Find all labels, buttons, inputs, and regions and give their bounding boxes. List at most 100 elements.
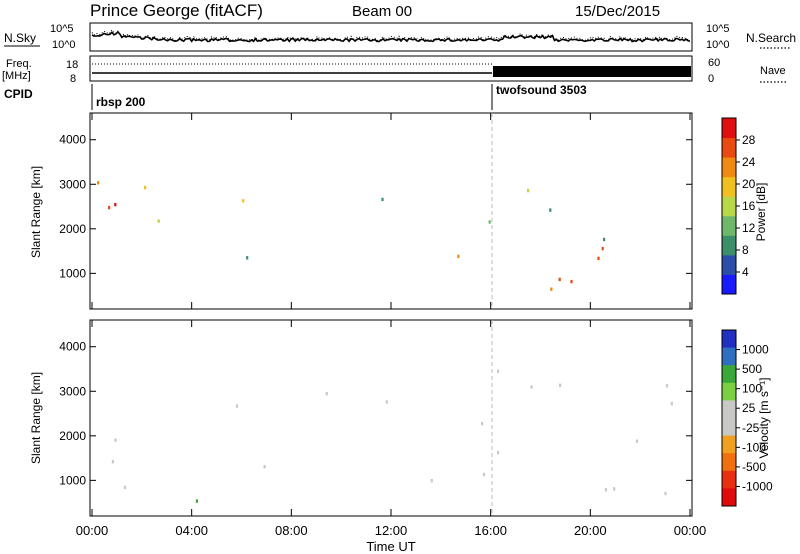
colorbar-swatch: [722, 453, 736, 472]
y-tick-label: 1000: [59, 473, 86, 487]
colorbar-tick-label: 16: [742, 199, 756, 213]
colorbar-tick-label: 8: [742, 243, 749, 257]
cpid-segment-2: twofsound 3503: [496, 83, 587, 97]
heatmap-cell: [114, 202, 117, 207]
power-colorbar-label: Power [dB]: [754, 183, 768, 242]
colorbar-swatch: [722, 347, 736, 366]
cpid-label: CPID: [4, 87, 33, 101]
y-tick-label: 2000: [59, 429, 86, 443]
heatmap-cell: [111, 460, 114, 464]
heatmap-cell: [603, 237, 606, 242]
heatmap-cell: [325, 391, 328, 396]
colorbar-swatch: [722, 274, 736, 295]
x-tick-label: 16:00: [474, 523, 507, 538]
power-heatmap: [97, 181, 606, 291]
x-tick-label: 04:00: [175, 523, 208, 538]
heatmap-cell: [457, 254, 460, 259]
y-tick-label: 2000: [59, 222, 86, 236]
y-tick-label: 4000: [59, 133, 86, 147]
nave-tick-top: 60: [708, 57, 720, 69]
heatmap-cell: [430, 479, 433, 483]
freq-tick-top: 18: [66, 59, 78, 71]
heatmap-cell: [558, 277, 561, 282]
colorbar-swatch: [722, 254, 736, 275]
heatmap-cell: [664, 491, 667, 496]
colorbar-swatch: [722, 382, 736, 401]
velocity-panel: [89, 319, 693, 517]
beam-label: Beam 00: [352, 3, 412, 20]
power-colorbar: 4 8 12 16 20 24 28: [721, 117, 756, 295]
colorbar-swatch: [722, 435, 736, 454]
velocity-colorbar-label: Velocity [m s⁻¹]: [757, 377, 771, 458]
heatmap-cell: [488, 220, 491, 224]
colorbar-tick-label: -1000: [742, 479, 773, 493]
colorbar-tick-label: 500: [742, 362, 762, 376]
heatmap-cell: [97, 181, 100, 185]
heatmap-cell: [108, 205, 111, 210]
colorbar-tick-label: 4: [742, 265, 749, 279]
velocity-colorbar: 1000 500 100 25 -25 -100 -500 -1000: [721, 329, 773, 507]
nsky-tick-bottom: 10^0: [52, 39, 76, 51]
colorbar-tick-label: 12: [742, 221, 756, 235]
heatmap-cell: [497, 369, 500, 373]
velocity-y-axis: 1000 2000 3000 4000: [59, 340, 692, 487]
heatmap-cell: [550, 287, 553, 291]
y-tick-label: 4000: [59, 340, 86, 354]
heatmap-cell: [263, 465, 266, 469]
heatmap-cell: [385, 400, 388, 404]
power-ylabel: Slant Range [km]: [29, 166, 43, 258]
nsearch-label: N.Search: [746, 31, 796, 45]
colorbar-swatch: [722, 330, 736, 349]
nave-tick-bottom: 0: [708, 73, 714, 85]
colorbar-swatch: [722, 418, 736, 437]
heatmap-cell: [497, 450, 500, 455]
x-tick-label: 00:00: [674, 523, 707, 538]
y-tick-label: 3000: [59, 177, 86, 191]
colorbar-swatch: [722, 176, 736, 197]
velocity-ylabel: Slant Range [km]: [29, 372, 43, 464]
cpid-segment-1: rbsp 200: [96, 95, 146, 109]
colorbar-swatch: [722, 118, 736, 139]
y-tick-label: 3000: [59, 384, 86, 398]
colorbar-swatch: [722, 400, 736, 419]
colorbar-tick-label: 24: [742, 155, 756, 169]
power-y-axis: 1000 2000 3000 4000: [59, 133, 692, 280]
heatmap-cell: [559, 383, 562, 387]
colorbar-swatch: [722, 488, 736, 507]
x-tick-label: 20:00: [574, 523, 607, 538]
heatmap-cell: [242, 199, 245, 203]
heatmap-cell: [530, 385, 533, 389]
colorbar-tick-label: -25: [742, 421, 760, 435]
time-axis: 00:00 04:00 08:00 12:00 16:00 20:00 00:00: [76, 113, 707, 538]
heatmap-cell: [597, 256, 600, 261]
heatmap-cell: [114, 438, 117, 442]
colorbar-tick-label: 1000: [742, 343, 769, 357]
heatmap-cell: [601, 246, 604, 251]
nsearch-tick-top: 10^5: [706, 23, 730, 35]
colorbar-tick-label: -100: [742, 440, 766, 454]
nsky-tick-top: 10^5: [50, 23, 74, 35]
colorbar-tick-label: 25: [742, 401, 756, 415]
velocity-heatmap: [111, 369, 673, 503]
power-panel: [89, 112, 693, 310]
heatmap-cell: [670, 402, 673, 406]
freq-unit: [MHz]: [2, 70, 31, 82]
heatmap-cell: [195, 499, 198, 503]
colorbar-swatch: [722, 157, 736, 178]
date-label: 15/Dec/2015: [575, 3, 660, 20]
heatmap-cell: [635, 439, 638, 443]
heatmap-cell: [481, 421, 484, 426]
heatmap-cell: [123, 485, 127, 490]
heatmap-cell: [482, 472, 486, 477]
heatmap-cell: [613, 487, 616, 491]
heatmap-cell: [381, 197, 384, 202]
heatmap-cell: [157, 219, 160, 223]
heatmap-cell: [235, 404, 239, 408]
station-title: Prince George (fitACF): [90, 1, 263, 20]
nave-dense-block: [493, 66, 691, 77]
x-tick-label: 12:00: [375, 523, 408, 538]
colorbar-swatch: [722, 235, 736, 256]
nsearch-tick-bottom: 10^0: [706, 39, 730, 51]
colorbar-frame: [721, 329, 737, 507]
